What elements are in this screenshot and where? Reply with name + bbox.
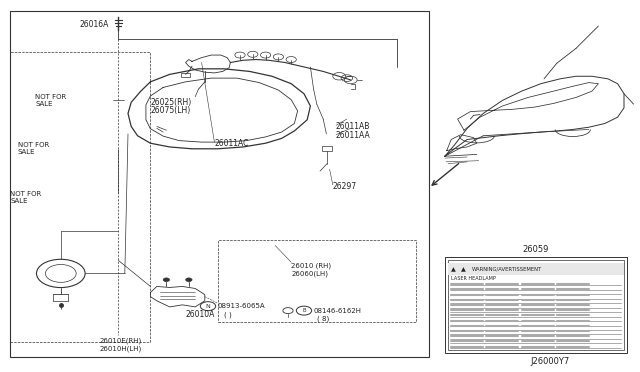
Text: ▲: ▲ (451, 267, 456, 272)
Text: NOT FOR
SALE: NOT FOR SALE (10, 191, 42, 203)
Text: 26010H(LH): 26010H(LH) (99, 345, 141, 352)
Bar (445, 257, 627, 353)
Text: ( 8): ( 8) (317, 315, 329, 322)
Text: ( ): ( ) (224, 311, 232, 318)
Text: 26010 (RH): 26010 (RH) (291, 263, 332, 269)
Text: B: B (302, 308, 306, 313)
Bar (181, 73, 190, 77)
Text: 08146-6162H: 08146-6162H (314, 308, 362, 314)
Text: ▲: ▲ (461, 267, 465, 272)
Text: 26016A: 26016A (80, 20, 109, 29)
Text: 26297: 26297 (333, 182, 357, 190)
Text: J26000Y7: J26000Y7 (531, 357, 570, 366)
Text: 26010A: 26010A (186, 310, 215, 319)
Bar (10, 52, 150, 342)
Text: N: N (205, 304, 211, 309)
Bar (448, 260, 624, 350)
Text: NOT FOR
SALE: NOT FOR SALE (35, 94, 67, 107)
Bar (322, 146, 332, 151)
Text: 26011AA: 26011AA (336, 131, 371, 140)
Text: 26075(LH): 26075(LH) (150, 106, 191, 115)
Bar (10, 11, 429, 357)
Text: 26011AB: 26011AB (336, 122, 371, 131)
Text: 26010E(RH): 26010E(RH) (99, 337, 141, 344)
Circle shape (186, 278, 192, 282)
Text: 26060(LH): 26060(LH) (291, 271, 328, 278)
Text: NOT FOR
SALE: NOT FOR SALE (18, 142, 49, 155)
Text: 26059: 26059 (523, 246, 549, 254)
Text: 08913-6065A: 08913-6065A (218, 303, 265, 309)
Bar (448, 263, 624, 275)
Circle shape (163, 278, 170, 282)
Bar (218, 240, 416, 322)
Text: LASER HEADLAMP: LASER HEADLAMP (451, 276, 496, 282)
Text: WARNING/AVERTISSEMENT: WARNING/AVERTISSEMENT (472, 267, 542, 272)
Text: 26011AC: 26011AC (214, 139, 249, 148)
Text: 26025(RH): 26025(RH) (150, 98, 191, 107)
